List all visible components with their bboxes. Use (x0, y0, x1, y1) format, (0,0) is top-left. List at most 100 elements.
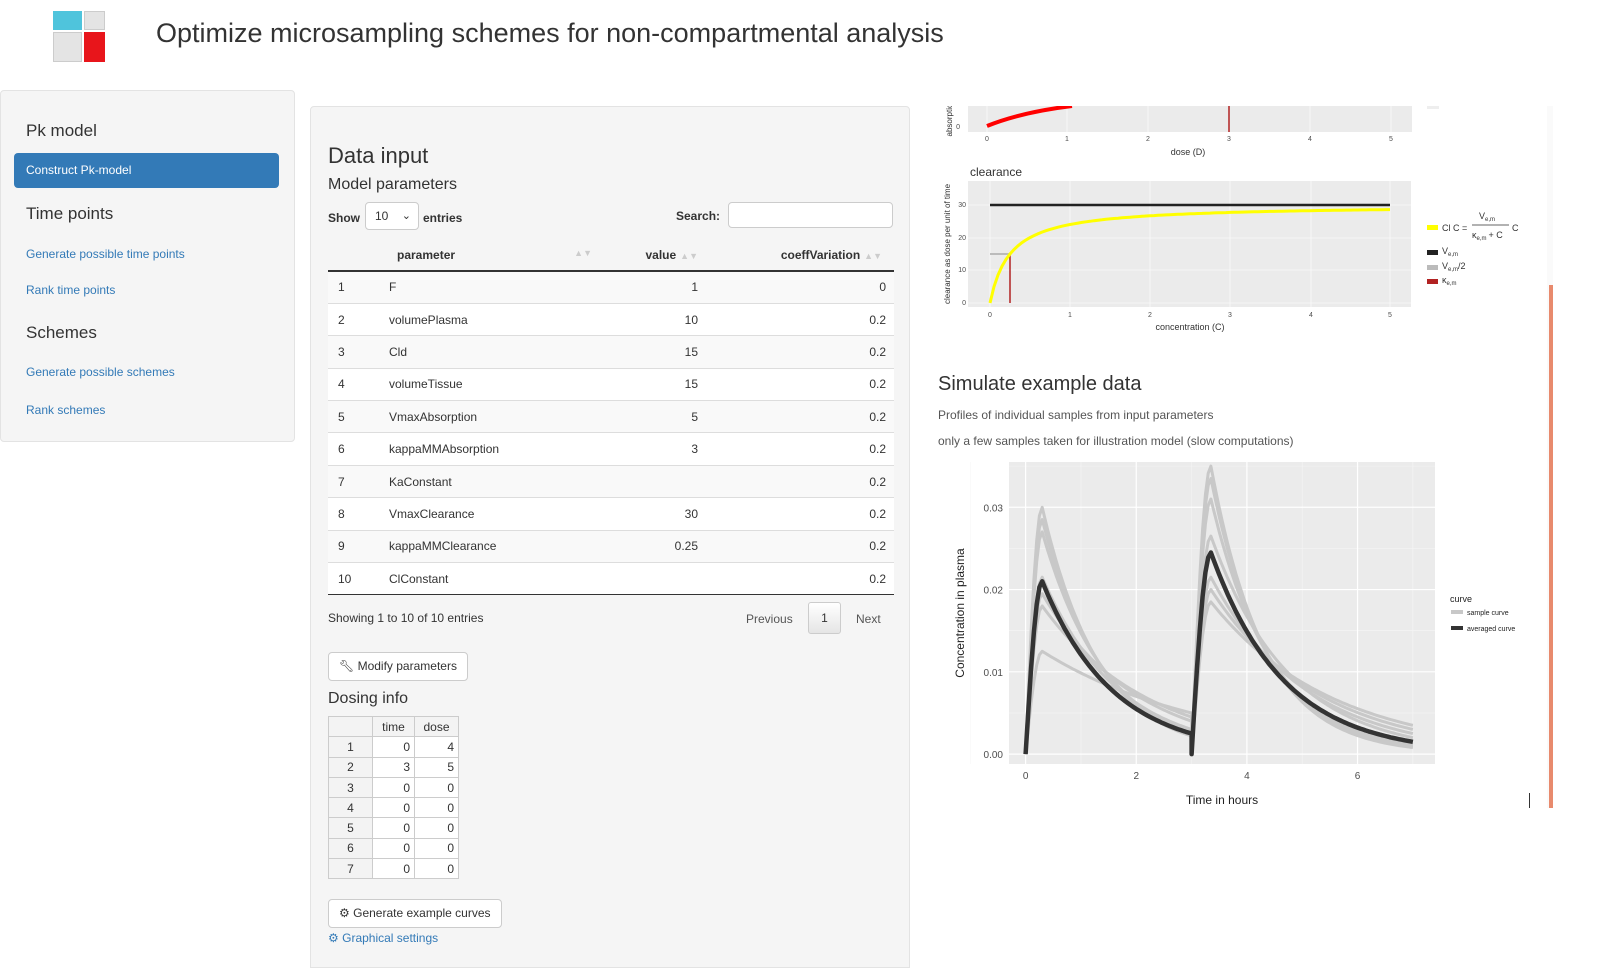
absorption-x-tick: 0 (985, 136, 989, 143)
table-row[interactable]: 10 ClConstant 0.2 (328, 562, 894, 596)
legend-kem: κ (1442, 275, 1447, 285)
row-coeffvariation: 0.2 (708, 400, 894, 433)
dosing-cell-dose[interactable]: 0 (414, 837, 459, 860)
column-header-index[interactable] (328, 239, 386, 272)
clearance-y-tick: 30 (958, 202, 966, 209)
legend-title: curve (1450, 594, 1472, 604)
dosing-cell-time[interactable]: 0 (372, 736, 415, 758)
absorption-x-label: dose (D) (1171, 147, 1206, 157)
sidebar-item-generate-schemes[interactable]: Generate possible schemes (26, 365, 175, 379)
next-page-button[interactable]: Next (856, 612, 881, 626)
sort-icon: ▲▼ (680, 250, 698, 261)
gear-icon: ⚙ (328, 931, 339, 945)
search-label: Search: (676, 209, 721, 223)
sidebar-item-construct-pk-model[interactable]: Construct Pk-model (14, 153, 279, 188)
generate-example-curves-button[interactable]: ⚙ Generate example curves (328, 899, 502, 928)
chevron-down-icon: ⌄ (401, 210, 411, 222)
row-value: 1 (596, 270, 708, 304)
graphical-settings-label: Graphical settings (342, 931, 439, 945)
dosing-cell-dose[interactable]: 4 (414, 736, 459, 758)
dosing-cell-time[interactable]: 0 (372, 858, 415, 880)
dosing-cell-dose[interactable]: 0 (414, 797, 459, 819)
dosing-cell-dose[interactable]: 5 (414, 756, 459, 778)
sidebar-heading-pk-model: Pk model (26, 121, 97, 140)
dosing-cell-time[interactable]: 0 (372, 776, 415, 799)
entries-select[interactable]: 10 ⌄ (365, 202, 419, 230)
simulate-heading: Simulate example data (938, 373, 1142, 395)
svg-text:κe,m+ C: κe,m + C (1472, 230, 1503, 242)
column-header-coeffvariation[interactable]: coeffVariation ▲▼ (708, 239, 894, 272)
legend-key-cl (1427, 225, 1438, 230)
dosing-header-index (328, 715, 373, 738)
row-index: 5 (328, 400, 386, 433)
absorption-y-label: absorptio (945, 106, 954, 136)
scrollbar-thumb[interactable] (1549, 285, 1553, 808)
dosing-header-dose: dose (414, 715, 459, 738)
sidebar: Pk model Construct Pk-model Time points … (0, 90, 295, 442)
text-cursor (1529, 793, 1530, 808)
table-row[interactable]: 6 kappaMMAbsorption 3 0.2 (328, 432, 894, 466)
x-tick-label: 0 (1023, 771, 1029, 782)
table-row[interactable]: 8 VmaxClearance 30 0.2 (328, 497, 894, 531)
dosing-cell-time[interactable]: 0 (372, 837, 415, 860)
row-parameter: volumeTissue (386, 367, 596, 401)
row-index: 7 (328, 464, 386, 498)
row-coeffvariation: 0 (708, 270, 894, 304)
model-parameters-heading: Model parameters (328, 176, 457, 193)
dosing-row-index: 4 (328, 797, 373, 819)
row-index: 8 (328, 497, 386, 531)
legend-vem: V (1442, 246, 1448, 256)
column-header-parameter[interactable]: parameter ▲▼ (386, 239, 596, 272)
sidebar-item-rank-time-points[interactable]: Rank time points (26, 283, 116, 297)
modify-parameters-label: Modify parameters (357, 659, 457, 673)
dosing-cell-dose[interactable]: 0 (414, 776, 459, 799)
row-coeffvariation: 0.2 (708, 367, 894, 401)
clearance-y-label: clearance as dose per unit of time (943, 183, 952, 304)
dosing-cell-dose[interactable]: 0 (414, 817, 459, 839)
legend-cl-prefix: Cl C = (1442, 223, 1467, 233)
search-input[interactable] (728, 202, 893, 228)
table-row[interactable]: 2 volumePlasma 10 0.2 (328, 302, 894, 336)
modify-parameters-button[interactable]: 🔧︎ Modify parameters (328, 652, 468, 681)
clearance-y-tick: 20 (958, 235, 966, 242)
sort-icon: ▲▼ (864, 250, 882, 261)
table-row[interactable]: 5 VmaxAbsorption 5 0.2 (328, 400, 894, 433)
plots-panel: 0 absorptio 0 1 2 3 4 5 dose (D) clearan… (912, 106, 1553, 816)
clearance-x-tick: 3 (1228, 312, 1232, 319)
legend-kem-sub: e,m (1447, 281, 1457, 287)
dosing-cell-time[interactable]: 0 (372, 817, 415, 839)
previous-page-button[interactable]: Previous (746, 612, 793, 626)
clearance-x-tick: 0 (988, 312, 992, 319)
row-parameter: ClConstant (386, 562, 596, 596)
table-row[interactable]: 7 KaConstant 0.2 (328, 464, 894, 498)
row-value: 15 (596, 367, 708, 401)
dosing-cell-time[interactable]: 0 (372, 797, 415, 819)
dosing-info-heading: Dosing info (328, 690, 409, 707)
column-header-value[interactable]: value ▲▼ (596, 239, 708, 272)
page-1-button[interactable]: 1 (808, 602, 841, 634)
table-row[interactable]: 4 volumeTissue 15 0.2 (328, 367, 894, 401)
row-coeffvariation: 0.2 (708, 529, 894, 563)
sidebar-heading-time-points: Time points (26, 204, 114, 223)
table-row[interactable]: 3 Cld 15 0.2 (328, 335, 894, 369)
sidebar-item-rank-schemes[interactable]: Rank schemes (26, 403, 106, 417)
sidebar-item-generate-time-points[interactable]: Generate possible time points (26, 247, 185, 261)
row-coeffvariation: 0.2 (708, 335, 894, 369)
row-index: 10 (328, 562, 386, 596)
gears-icon: ⚙ (339, 906, 350, 920)
dosing-row-index: 5 (328, 817, 373, 839)
dosing-cell-time[interactable]: 3 (372, 756, 415, 778)
series-sample-curve (1024, 497, 1414, 756)
graphical-settings-link[interactable]: ⚙ Graphical settings (328, 931, 438, 945)
table-row[interactable]: 9 kappaMMClearance 0.25 0.2 (328, 529, 894, 563)
series-averaged-curve (1023, 550, 1414, 757)
absorption-x-tick: 2 (1146, 136, 1150, 143)
app-header: Optimize microsampling schemes for non-c… (0, 0, 1599, 80)
dosing-cell-dose[interactable]: 0 (414, 858, 459, 880)
